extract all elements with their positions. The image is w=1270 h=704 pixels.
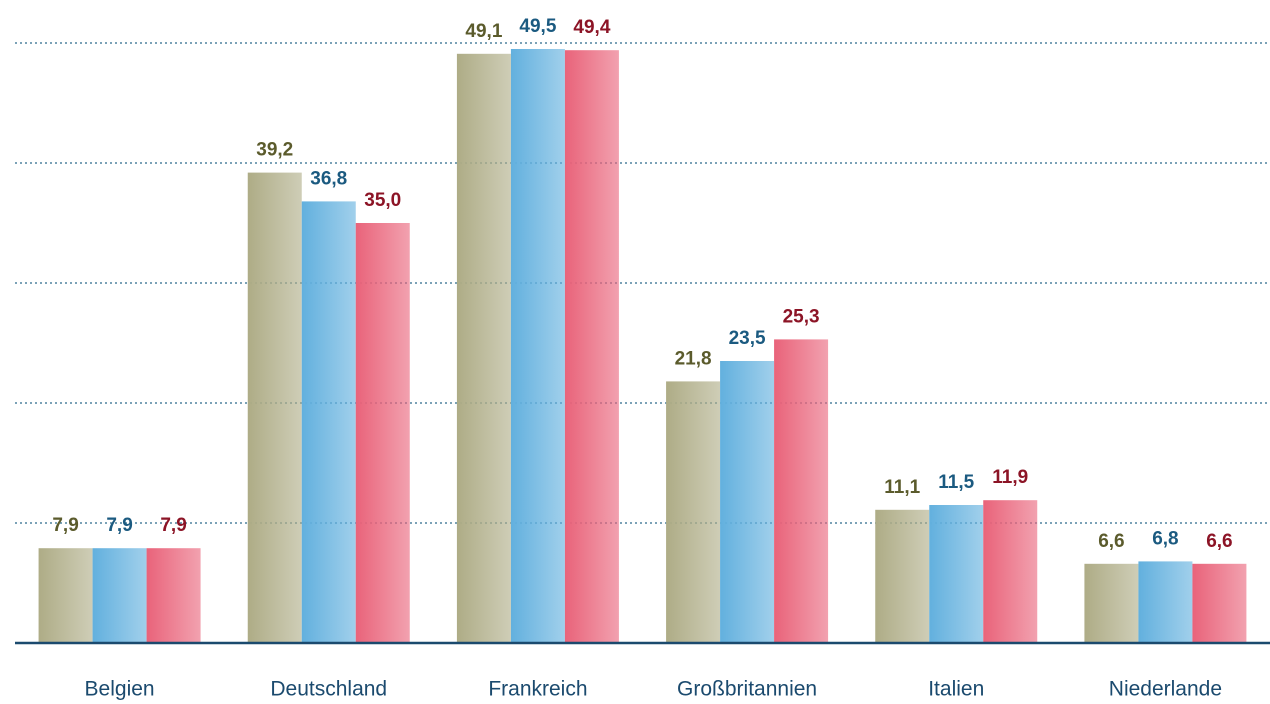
value-label: 11,1	[884, 477, 920, 498]
value-label: 49,1	[465, 21, 502, 42]
value-label: 7,9	[52, 515, 78, 536]
value-label: 7,9	[160, 515, 186, 536]
bar	[564, 50, 619, 643]
value-label: 21,8	[675, 348, 712, 369]
value-label: 49,4	[573, 17, 610, 38]
bar	[983, 500, 1038, 643]
x-tick-label: Großbritannien	[677, 678, 817, 701]
bar	[1138, 561, 1193, 643]
bar	[1084, 563, 1139, 643]
value-label: 6,8	[1152, 528, 1178, 549]
bar	[247, 172, 302, 643]
bar	[929, 505, 984, 643]
bar	[146, 548, 201, 643]
value-label: 11,9	[992, 467, 1028, 488]
bar	[774, 339, 829, 643]
bar	[875, 509, 930, 643]
bar	[666, 381, 721, 643]
bar	[510, 49, 565, 643]
value-label: 35,0	[364, 190, 401, 211]
bar	[38, 548, 93, 643]
value-label: 36,8	[310, 168, 347, 189]
x-tick-label: Belgien	[85, 678, 155, 701]
value-label: 49,5	[519, 16, 556, 37]
x-tick-label: Deutschland	[270, 678, 387, 701]
bar	[1192, 563, 1247, 643]
value-label: 6,6	[1206, 531, 1232, 552]
value-label: 11,5	[938, 472, 974, 493]
x-tick-label: Niederlande	[1109, 678, 1222, 701]
value-label: 6,6	[1098, 531, 1124, 552]
x-tick-label: Frankreich	[488, 678, 587, 701]
bar	[720, 361, 775, 643]
value-label: 23,5	[729, 328, 766, 349]
value-label: 39,2	[256, 140, 293, 161]
bar	[301, 201, 356, 643]
value-label: 25,3	[783, 306, 820, 327]
bar	[456, 53, 511, 644]
x-tick-label: Italien	[928, 678, 984, 701]
bar	[92, 548, 147, 643]
value-label: 7,9	[106, 515, 132, 536]
bar	[355, 223, 410, 643]
